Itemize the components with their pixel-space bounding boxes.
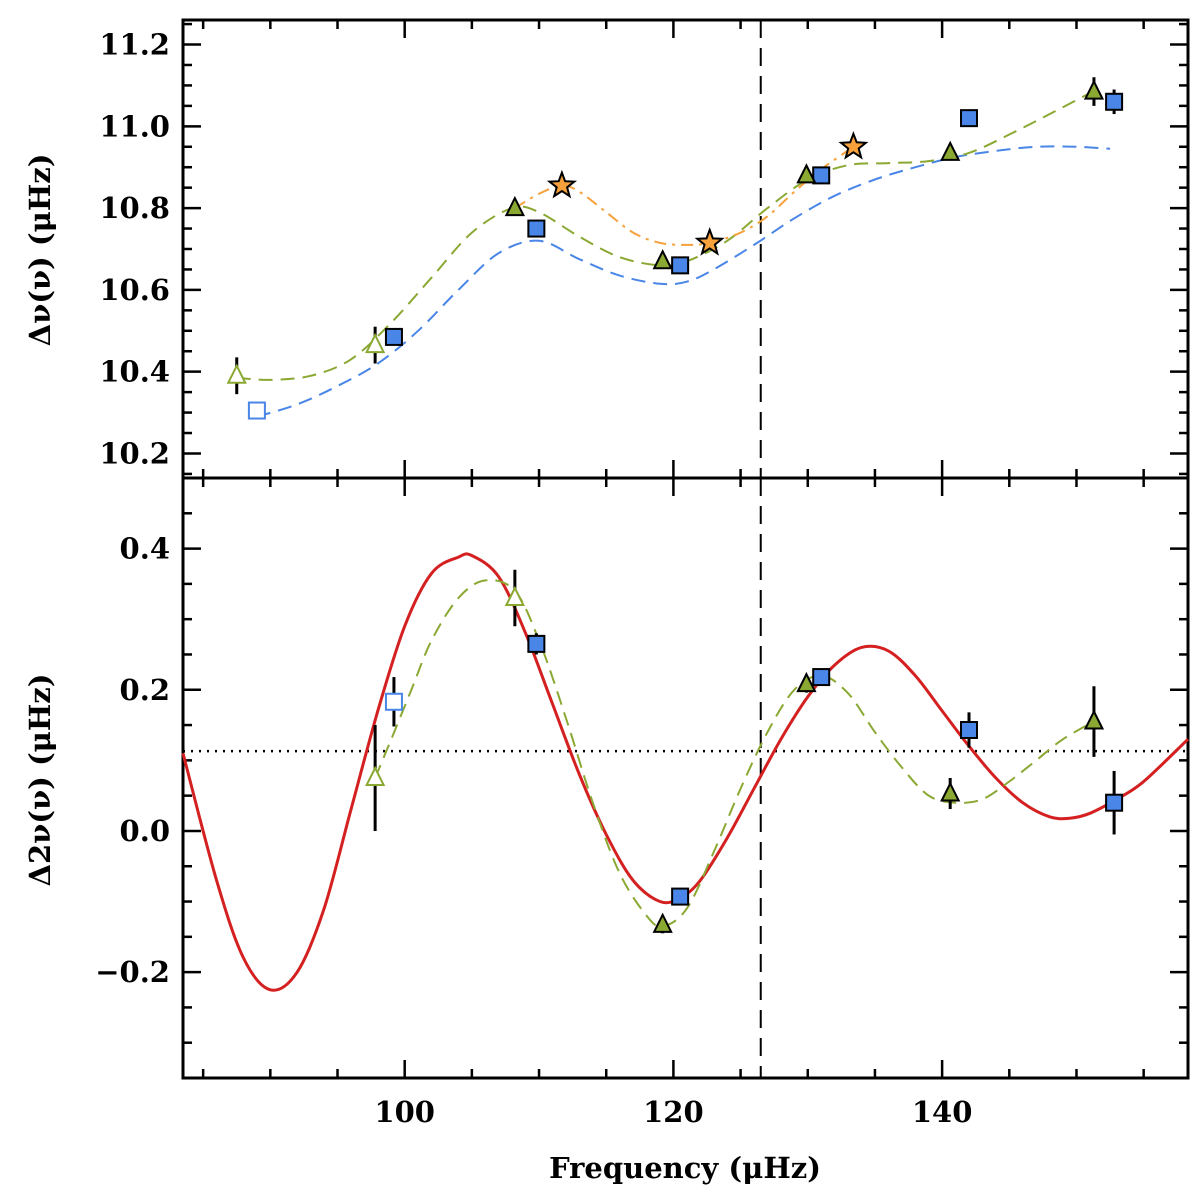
bottom-triangle-point (365, 765, 386, 786)
top-y-axis-title: Δν(ν) (μHz) (23, 154, 57, 347)
top-triangle-point (365, 332, 386, 354)
top-star-point (838, 130, 869, 160)
top-triangle-point (652, 249, 673, 270)
top-y-tick-label: 11.2 (99, 28, 170, 62)
bottom-y-tick-label: 0.2 (120, 673, 170, 707)
top-panel: 10.2 10.4 10.6 10.8 11.0 11.2 Δν(ν) (μHz) (23, 18, 1190, 480)
top-triangle-point (1083, 79, 1105, 100)
bottom-triangle-point (940, 781, 961, 802)
bottom-red-solid-fit-curve (181, 552, 1190, 992)
top-star-point (694, 227, 725, 256)
top-y-tick-label: 10.6 (99, 273, 170, 307)
top-square-point (1105, 92, 1124, 111)
bottom-square-point (959, 721, 978, 739)
top-square-point (527, 219, 546, 238)
top-y-tick-label: 11.0 (99, 109, 170, 143)
top-square-point (812, 166, 831, 185)
bottom-square-point (527, 634, 546, 653)
top-square-point (247, 401, 266, 420)
bottom-triangle-point (1083, 709, 1105, 730)
top-y-tick-label: 10.4 (99, 355, 170, 389)
top-y-tick-label: 10.8 (99, 191, 170, 225)
top-triangle-point (796, 163, 817, 184)
top-blue-dashed-fit-curve (256, 145, 1111, 418)
top-green-dashed-fit-curve (236, 88, 1098, 381)
bottom-y-tick-label: −0.2 (95, 955, 170, 989)
x-tick-label: 120 (643, 1095, 704, 1129)
bottom-triangle-point (504, 585, 525, 606)
top-square-point (671, 256, 690, 275)
bottom-y-axis-title: Δ2ν(ν) (μHz) (23, 674, 57, 887)
bottom-square-point (1105, 793, 1124, 812)
top-series (226, 77, 1124, 420)
top-triangle-point (226, 363, 247, 384)
top-orange-dash-dot-fit-curve (514, 145, 854, 246)
x-tick-label: 140 (912, 1095, 973, 1129)
top-star-point (546, 169, 578, 199)
top-axes: 10.2 10.4 10.6 10.8 11.0 11.2 (99, 20, 1188, 478)
bottom-y-tick-label: 0.0 (120, 814, 170, 848)
bottom-triangle-point (652, 912, 673, 933)
bottom-axes: −0.2 0.0 0.2 0.4 100 120 140 (95, 476, 1188, 1129)
bottom-square-point (812, 668, 831, 687)
bottom-y-tick-label: 0.4 (120, 532, 170, 566)
x-axis-title: Frequency (μHz) (549, 1151, 821, 1185)
top-y-tick-label: 10.2 (99, 436, 170, 470)
bottom-green-dashed-fit-curve (374, 579, 1095, 928)
bottom-series (181, 552, 1190, 992)
bottom-triangle-point (796, 671, 817, 693)
top-square-point (384, 327, 403, 346)
bottom-square-point (384, 692, 403, 711)
top-triangle-point (504, 195, 525, 217)
x-tick-label: 100 (374, 1095, 435, 1129)
bottom-panel: −0.2 0.0 0.2 0.4 100 120 140 Δ2ν(ν) (μHz) Freq… (23, 476, 1190, 1185)
top-square-point (959, 109, 978, 128)
bottom-panel-frame (181, 476, 1190, 1080)
top-panel-frame (181, 18, 1190, 480)
top-triangle-point (940, 140, 961, 161)
bottom-square-point (671, 887, 690, 906)
